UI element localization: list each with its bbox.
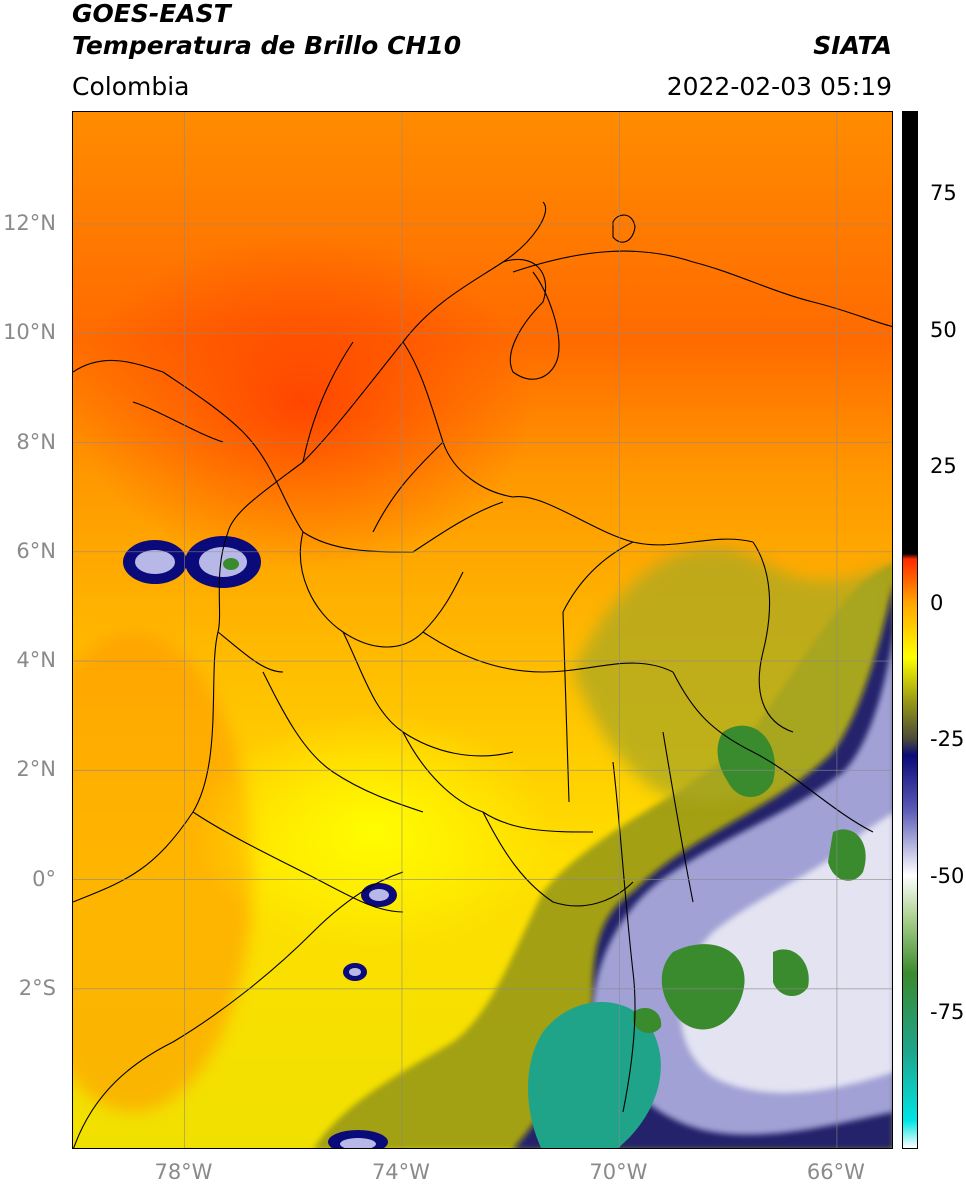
cloud-field xyxy=(314,547,892,1148)
colorbar-tick-label: 50 xyxy=(930,317,957,342)
coastline-borders xyxy=(73,201,892,1148)
lat-tick-label: 12°N xyxy=(3,210,56,235)
datetime-label: 2022-02-03 05:19 xyxy=(666,72,892,101)
lon-tick-label: 66°W xyxy=(806,1160,865,1184)
colorbar-tick-label: -75 xyxy=(930,1000,965,1025)
colorbar xyxy=(902,111,918,1149)
convective-cells xyxy=(123,536,583,1148)
map-gridlines xyxy=(73,112,892,1148)
warm-yellow-region xyxy=(193,712,553,952)
lat-tick-label: 4°N xyxy=(16,648,56,673)
lat-tick-label: 6°N xyxy=(16,538,56,563)
warm-region xyxy=(73,232,533,572)
colorbar-tick-label: -25 xyxy=(930,727,965,752)
lat-tick-label: 2°N xyxy=(16,757,56,782)
colorbar-tick-label: 0 xyxy=(930,590,944,615)
title-product: Temperatura de Brillo CH10 xyxy=(72,31,462,60)
colorbar-tick-label: -50 xyxy=(930,863,965,888)
lon-tick-label: 70°W xyxy=(589,1160,648,1184)
lon-tick-label: 74°W xyxy=(371,1160,430,1184)
lat-tick-label: 0° xyxy=(32,866,56,891)
lat-tick-label: 10°N xyxy=(3,320,56,345)
satellite-map[interactable] xyxy=(72,111,893,1149)
title-satellite: GOES-EAST xyxy=(72,0,231,28)
lon-tick-label: 78°W xyxy=(154,1160,213,1184)
cold-cloud-tops xyxy=(528,725,866,1148)
colorbar-tick-label: 75 xyxy=(930,180,957,205)
warm-coast-region xyxy=(73,632,253,1112)
lat-tick-label: 8°N xyxy=(16,429,56,454)
organization-label: SIATA xyxy=(813,31,892,60)
lat-tick-label: 2°S xyxy=(18,975,56,1000)
map-canvas xyxy=(73,112,892,1148)
region-label: Colombia xyxy=(72,72,190,101)
colorbar-tick-label: 25 xyxy=(930,454,957,479)
